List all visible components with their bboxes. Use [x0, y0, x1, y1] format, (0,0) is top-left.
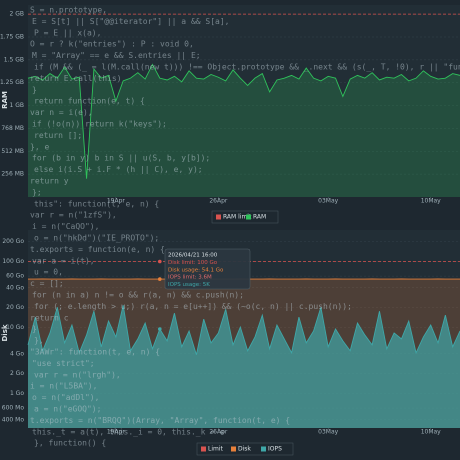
code-line: O = r ? k("entries") : P : void 0,	[30, 40, 194, 49]
code-line: c = [];	[30, 279, 64, 288]
x-tick-label: 26Apr	[209, 429, 228, 436]
code-line: var n = i(e),	[30, 108, 93, 117]
code-line: var r = n("lrgh"),	[34, 370, 121, 379]
y-axis-title: Disk	[1, 324, 9, 341]
charts: 2 GB 1.75 GB 1.5 GB 1.25 GB 1 GB 768 MB 512 MB…	[0, 5, 460, 456]
code-line: if (!o(n)) return k("keys");	[32, 120, 167, 129]
code-line: if (M && (_ = l(M.call(new t))) !== Obje…	[34, 63, 460, 72]
code-line: u = 0,	[34, 268, 63, 277]
tooltip-box	[164, 248, 251, 290]
code-line: this": function(t, e, n) {	[34, 199, 159, 208]
code-line: i = n("L5BA"),	[30, 382, 97, 391]
legend-label: Disk	[238, 446, 251, 453]
code-line: i = n("CaQO"),	[32, 222, 99, 231]
legend-label: RAM limit	[223, 214, 252, 221]
code-line: "3AWr": function(t, e, n) {	[30, 348, 160, 357]
code-line: M = "Array" == e && S.entries || E;	[32, 51, 201, 60]
code-line: return y	[30, 177, 69, 186]
y-tick-label: 400 Mo	[2, 416, 25, 423]
code-line: }	[32, 325, 37, 334]
y-tick-label: 10 Go	[6, 324, 24, 331]
x-tick-label: 19Apr	[107, 429, 126, 436]
y-axis-title: RAM	[1, 91, 9, 109]
y-tick-label: 2 GB	[10, 11, 25, 18]
y-tick-label: 1.75 GB	[0, 34, 24, 41]
chart: 2 GB 1.75 GB 1.5 GB 1.25 GB 1 GB 768 MB 512 MB…	[0, 5, 460, 224]
code-line: S = n.prototype,	[30, 6, 107, 15]
x-tick-label: 10May	[421, 198, 441, 205]
tooltip-line: IOPS usage: 5K	[168, 282, 210, 288]
code-line: t.exports = function(e, n) {	[30, 245, 165, 254]
code-line: for (n in a) n != o && r(a, n) && c.push…	[32, 291, 244, 300]
tooltip-line: Disk usage: 54.1 Go	[168, 267, 224, 273]
code-line: t.exports = n("BRQQ")(Array, "Array", fu…	[30, 416, 290, 425]
legend-swatch	[231, 446, 236, 452]
x-tick-label: 10May	[421, 429, 441, 436]
code-line: "use strict";	[32, 359, 95, 368]
hover-dot	[157, 259, 162, 264]
legend-swatch	[246, 214, 251, 220]
hover-dot	[157, 327, 162, 331]
y-tick-label: 2 Go	[10, 370, 24, 377]
code-line: for (b in y) b in S || u(S, b, y[b]);	[32, 154, 210, 163]
x-tick-label: 03May	[318, 429, 338, 436]
series-area	[28, 305, 460, 428]
y-tick-label: 256 MB	[1, 171, 24, 178]
y-tick-label: 1.25 GB	[0, 79, 24, 86]
y-tick-label: 1.5 GB	[4, 56, 24, 63]
y-tick-label: 768 MB	[1, 125, 24, 132]
code-line: return [];	[34, 131, 82, 140]
y-tick-label: 1 GB	[10, 102, 25, 109]
series-line	[27, 63, 460, 179]
y-tick-label: 20 Go	[6, 304, 24, 311]
series-line	[27, 305, 460, 355]
hover-dot	[157, 277, 162, 281]
code-line: for (; e.length > u;) r(a, n = e[u++]) &…	[34, 302, 352, 311]
legend-swatch	[261, 446, 266, 452]
code-line: var r = n("1zfS"),	[30, 211, 117, 220]
y-tick-label: 600 Mo	[2, 405, 25, 412]
tooltip-line: 2026/04/21 16:00	[168, 253, 218, 259]
y-tick-label: 60 Go	[6, 273, 24, 280]
code-overlay: S = n.prototype, E = S[t] || S["@@iterato…	[30, 6, 460, 448]
code-line: return function(e, t) {	[34, 97, 145, 106]
code-line: }, e	[30, 142, 49, 151]
y-tick-label: 1 Go	[10, 390, 24, 397]
legend-swatch	[201, 446, 206, 452]
chart: 200 Go 100 Go 60 Go 40 Go 20 Go 10 Go 4 Go 2 Go…	[1, 230, 460, 456]
code-line: return E.call(this)	[30, 74, 122, 83]
legend-label: Limit	[208, 446, 224, 453]
code-line: };	[32, 188, 42, 197]
code-line: var a = i(t),	[32, 256, 95, 265]
code-line: }	[32, 85, 37, 94]
tooltip-line: IOPS limit: 3.6M	[168, 275, 212, 281]
code-line: return c	[30, 313, 69, 322]
code-line: this._t = a(t), this._i = 0, this._k = e	[32, 427, 225, 436]
legend-box	[211, 210, 279, 224]
x-tick-label: 03May	[318, 198, 338, 205]
y-tick-label: 40 Go	[6, 284, 24, 291]
code-line: E = S[t] || S["@@iterator"] || a && S[a]…	[32, 17, 229, 26]
series-area	[28, 64, 460, 198]
y-tick-label: 200 Go	[2, 238, 24, 245]
code-line: o = n("hkDd")("IE_PROTO");	[34, 234, 159, 243]
x-tick-label: 26Apr	[209, 198, 228, 205]
y-tick-label: 4 Go	[10, 350, 24, 357]
y-tick-label: 100 Go	[2, 258, 24, 265]
code-line: a = n("eGOQ");	[34, 405, 101, 414]
code-line: },	[34, 336, 44, 345]
legend-box	[196, 442, 294, 456]
legend-swatch	[216, 214, 221, 220]
code-line: else i(i.S + i.F * (h || C), e, y);	[34, 165, 203, 174]
code-line: P = E || x(a),	[34, 28, 101, 37]
y-tick-label: 512 MB	[1, 148, 24, 155]
x-tick-label: 19Apr	[107, 198, 126, 205]
legend-label: IOPS	[268, 446, 282, 453]
code-line: }, function() {	[34, 439, 106, 448]
legend-label: RAM	[253, 214, 266, 221]
code-line: o = n("adDl"),	[32, 393, 99, 402]
tooltip-line: Disk limit: 100 Go	[168, 260, 218, 266]
